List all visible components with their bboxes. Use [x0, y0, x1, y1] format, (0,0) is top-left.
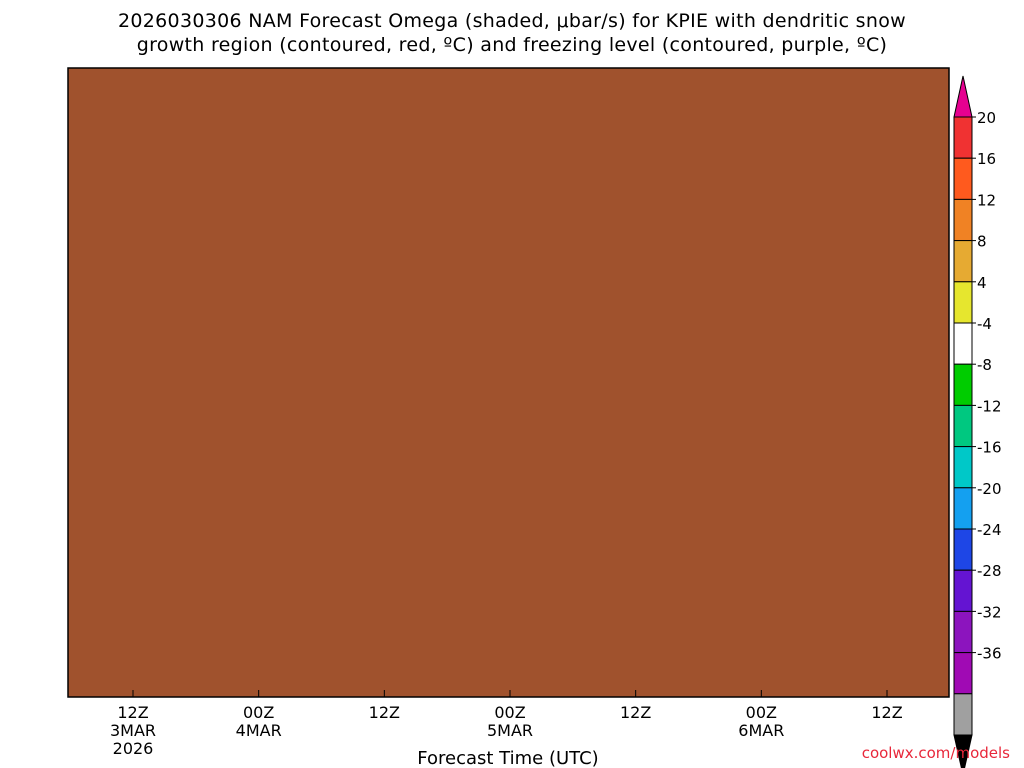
x-tick-date-f12: 3MAR: [110, 721, 156, 740]
site-credit: coolwx.com/models: [861, 744, 1010, 762]
colorbar-segment-4: [953, 281, 973, 324]
colorbar-segment-13: [953, 652, 973, 695]
colorbar-bottom-arrow: [953, 734, 973, 768]
colorbar-label-12: 12: [977, 191, 996, 209]
x-tick-date-f48: 5MAR: [487, 721, 533, 740]
colorbar-top-arrow: [953, 75, 973, 118]
x-tick-year-f12: 2026: [113, 739, 154, 758]
colorbar-label--24: -24: [977, 521, 1002, 539]
colorbar-label--28: -28: [977, 562, 1002, 580]
x-tick-label-f12: 12Z: [117, 703, 148, 722]
colorbar-segment-10: [953, 528, 973, 571]
colorbar-segment-5: [953, 322, 973, 365]
colorbar-label--8: -8: [977, 356, 992, 374]
colorbar-label--12: -12: [977, 397, 1002, 415]
colorbar-label--20: -20: [977, 480, 1002, 498]
colorbar-segment-9: [953, 487, 973, 530]
chart-title-line-2: growth region (contoured, red, ºC) and f…: [136, 34, 888, 56]
colorbar-segment-2: [953, 198, 973, 242]
x-tick-label-f24: 00Z: [243, 703, 274, 722]
x-tick-date-f72: 6MAR: [738, 721, 784, 740]
colorbar-segment-11: [953, 569, 973, 612]
colorbar-label--4: -4: [977, 315, 992, 333]
colorbar-label--32: -32: [977, 603, 1002, 621]
colorbar-segment-12: [953, 610, 973, 654]
colorbar-segment-3: [953, 240, 973, 283]
colorbar-label-16: 16: [977, 150, 996, 168]
colorbar: 20 16 12 8 4 -4 -8 -12 -16 -20 -24 -28 -32 -36: [953, 75, 1002, 768]
x-tick-label-f48: 00Z: [494, 703, 525, 722]
terrain-layer: [68, 68, 949, 697]
colorbar-segment-8: [953, 446, 973, 489]
colorbar-segment-7: [953, 404, 973, 448]
x-tick-label-f60: 12Z: [620, 703, 651, 722]
plot-border: [67, 67, 950, 698]
colorbar-label--36: -36: [977, 645, 1002, 663]
colorbar-segment-6: [953, 363, 973, 406]
x-axis-title: Forecast Time (UTC): [417, 748, 598, 768]
colorbar-segment-14: [953, 693, 973, 736]
x-tick-label-f72: 00Z: [746, 703, 777, 722]
colorbar-label-20: 20: [977, 109, 996, 127]
chart-title-line-1: 2026030306 NAM Forecast Omega (shaded, μ…: [118, 10, 906, 32]
x-tick-label-f36: 12Z: [369, 703, 400, 722]
x-tick-date-f24: 4MAR: [236, 721, 282, 740]
colorbar-segment-1: [953, 157, 973, 200]
x-tick-label-f84: 12Z: [871, 703, 902, 722]
terrain-surface: [68, 68, 949, 697]
colorbar-label-4: 4: [977, 274, 987, 292]
plot-frame: [67, 67, 950, 698]
colorbar-segment-0: [953, 116, 973, 159]
colorbar-label--16: -16: [977, 439, 1002, 457]
colorbar-label-8: 8: [977, 233, 987, 251]
